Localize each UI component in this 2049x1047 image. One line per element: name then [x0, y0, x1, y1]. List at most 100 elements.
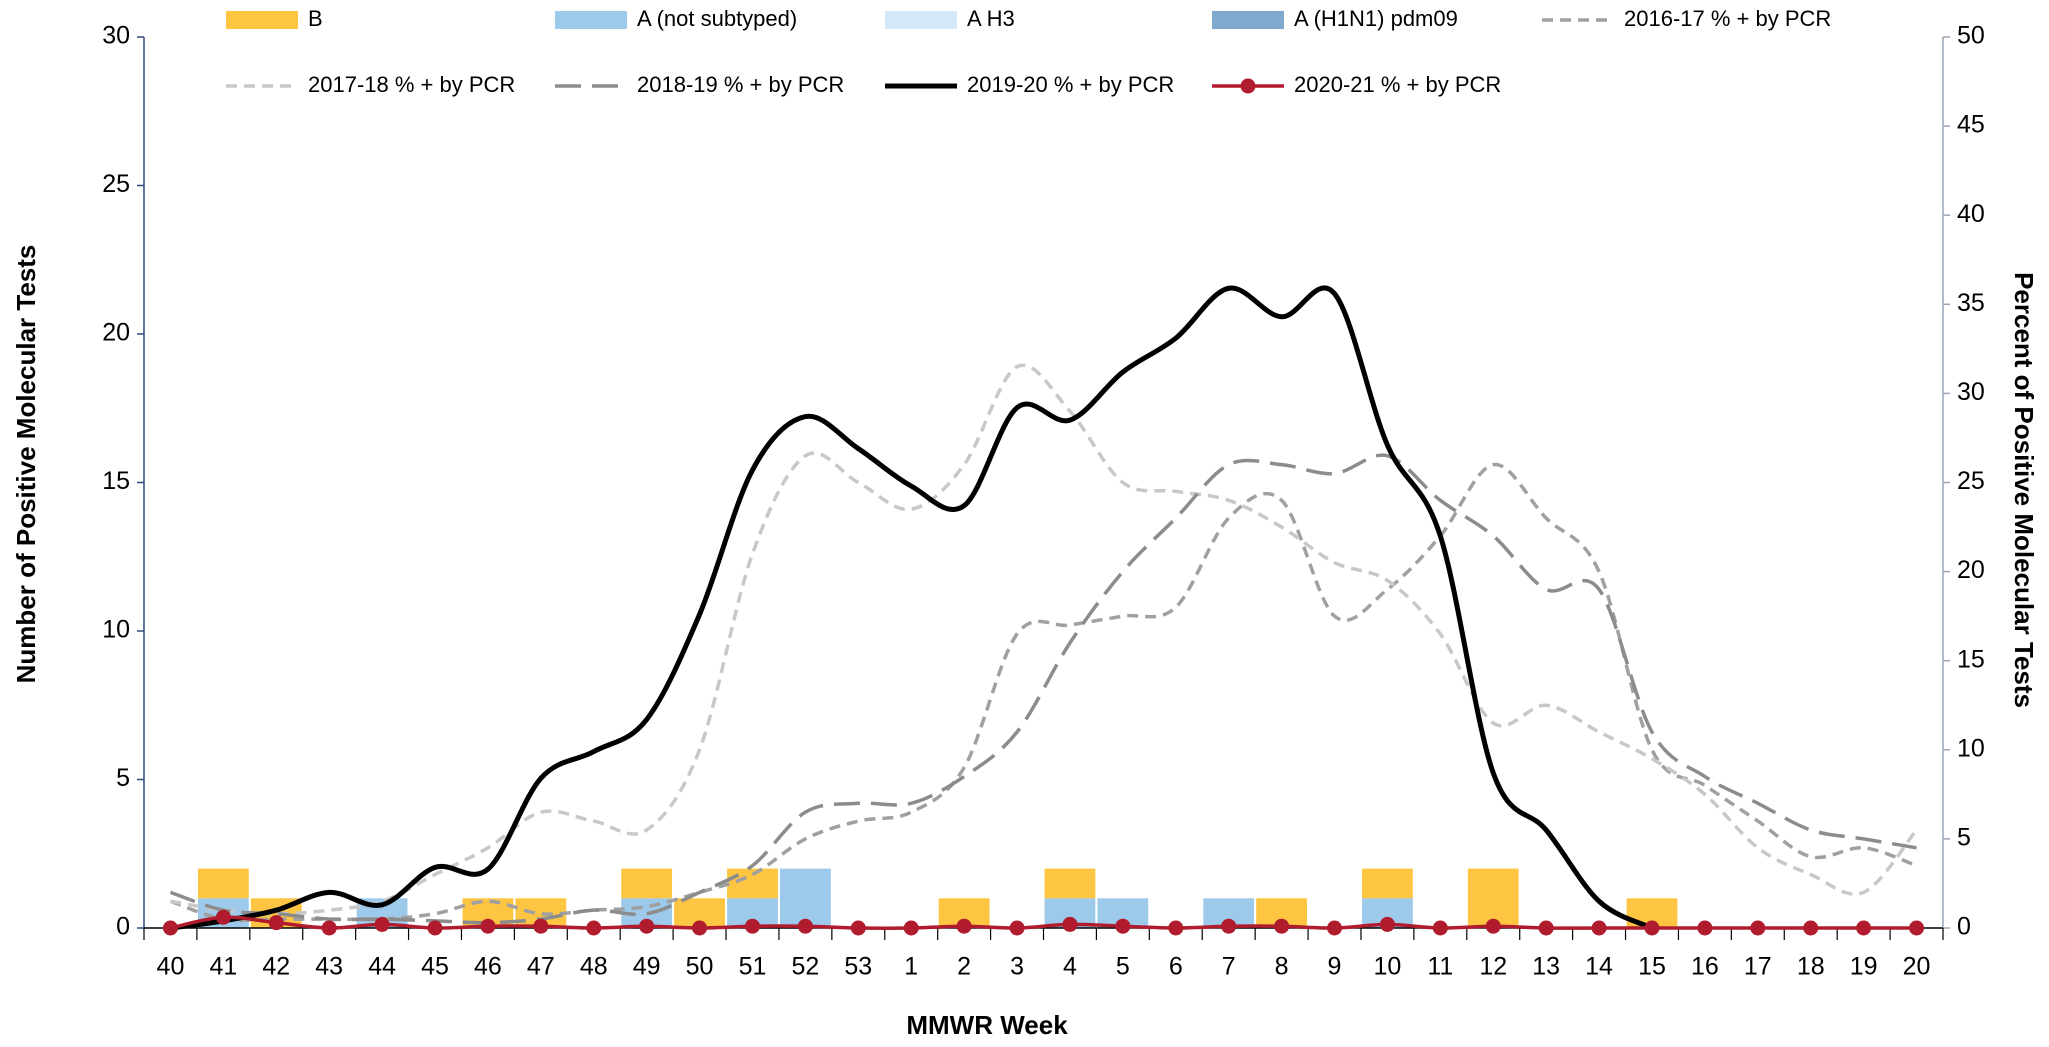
y-tick-label: 20 [102, 319, 130, 347]
x-tick-label: 4 [1063, 953, 1077, 981]
x-tick-label: 49 [633, 953, 661, 981]
x-tick-label: 2 [957, 953, 971, 981]
line-marker [1856, 920, 1872, 936]
line-marker [850, 920, 866, 936]
x-tick-label: 20 [1903, 953, 1931, 981]
line-marker [1009, 920, 1025, 936]
x-tick-label: 14 [1585, 953, 1613, 981]
line-marker [1485, 918, 1501, 934]
bar [1467, 868, 1519, 928]
line-marker [1115, 918, 1131, 934]
x-tick-label: 52 [791, 953, 819, 981]
line-marker [321, 920, 337, 936]
y2-tick-label: 5 [1957, 824, 1971, 852]
x-tick-label: 42 [262, 953, 290, 981]
x-tick-label: 53 [844, 953, 872, 981]
bar [779, 868, 831, 928]
line-marker [1538, 920, 1554, 936]
line-marker [639, 918, 655, 934]
line-marker [956, 918, 972, 934]
line-marker [586, 920, 602, 936]
line-marker [533, 918, 549, 934]
line-marker [1274, 918, 1290, 934]
y2-tick-label: 35 [1957, 289, 1985, 317]
x-tick-label: 9 [1328, 953, 1342, 981]
y2-tick-label: 10 [1957, 734, 1985, 762]
x-tick-label: 47 [527, 953, 555, 981]
line-marker [1221, 918, 1237, 934]
line-marker [744, 918, 760, 934]
line-series [170, 915, 1917, 930]
line-marker [1697, 920, 1713, 936]
y2-tick-label: 25 [1957, 467, 1985, 495]
y2-tick-label: 0 [1957, 913, 1971, 941]
line-marker [692, 920, 708, 936]
y-tick-label: 5 [116, 764, 130, 792]
legend-label: 2020-21 % + by PCR [1294, 72, 1501, 97]
legend-label: A (H1N1) pdm09 [1294, 6, 1458, 31]
legend-marker [1240, 78, 1256, 94]
line-marker [797, 918, 813, 934]
y2-tick-label: 40 [1957, 200, 1985, 228]
x-tick-label: 45 [421, 953, 449, 981]
x-tick-label: 18 [1797, 953, 1825, 981]
line-marker [374, 916, 390, 932]
y2-tick-label: 20 [1957, 556, 1985, 584]
x-tick-label: 19 [1850, 953, 1878, 981]
x-tick-label: 8 [1275, 953, 1289, 981]
legend-label: B [308, 6, 323, 31]
line-marker [268, 915, 284, 931]
x-tick-label: 48 [580, 953, 608, 981]
line-marker [1803, 920, 1819, 936]
y2-tick-label: 50 [1957, 22, 1985, 50]
x-tick-label: 46 [474, 953, 502, 981]
legend-swatch [555, 11, 627, 29]
line-marker [1062, 916, 1078, 932]
y2-tick-label: 45 [1957, 111, 1985, 139]
line-series [169, 453, 1917, 925]
line-series [170, 363, 1918, 916]
x-tick-label: 41 [209, 953, 237, 981]
legend-label: A (not subtyped) [637, 6, 797, 31]
line-marker [1591, 920, 1607, 936]
x-tick-label: 44 [368, 953, 396, 981]
line-marker [480, 918, 496, 934]
line-marker [1379, 916, 1395, 932]
legend-label: A H3 [967, 6, 1015, 31]
legend-swatch [1212, 11, 1284, 29]
line-marker [1432, 920, 1448, 936]
x-tick-label: 13 [1532, 953, 1560, 981]
line-marker [215, 909, 231, 925]
line-marker [1327, 920, 1343, 936]
bar [197, 868, 249, 899]
x-tick-label: 1 [904, 953, 918, 981]
y-tick-label: 25 [102, 170, 130, 198]
line-marker [1644, 920, 1660, 936]
x-tick-label: 50 [686, 953, 714, 981]
y-tick-label: 15 [102, 467, 130, 495]
y-tick-label: 0 [116, 913, 130, 941]
line-marker [427, 920, 443, 936]
legend-label: 2016-17 % + by PCR [1624, 6, 1831, 31]
line-marker [903, 920, 919, 936]
y-tick-label: 10 [102, 616, 130, 644]
y-axis-title: Number of Positive Molecular Tests [11, 245, 41, 684]
line-marker [1750, 920, 1766, 936]
legend-swatch [885, 11, 957, 29]
y2-tick-label: 30 [1957, 378, 1985, 406]
line-marker [1909, 920, 1925, 936]
line-marker [1168, 920, 1184, 936]
line-marker [162, 920, 178, 936]
x-tick-label: 11 [1427, 953, 1453, 981]
x-tick-label: 6 [1169, 953, 1183, 981]
legend-label: 2019-20 % + by PCR [967, 72, 1174, 97]
x-tick-label: 10 [1374, 953, 1402, 981]
x-tick-label: 40 [157, 953, 185, 981]
y2-axis-title: Percent of Positive Molecular Tests [2009, 272, 2039, 708]
legend-label: 2018-19 % + by PCR [637, 72, 844, 97]
x-tick-label: 16 [1691, 953, 1719, 981]
y2-tick-label: 15 [1957, 645, 1985, 673]
x-tick-label: 3 [1010, 953, 1024, 981]
